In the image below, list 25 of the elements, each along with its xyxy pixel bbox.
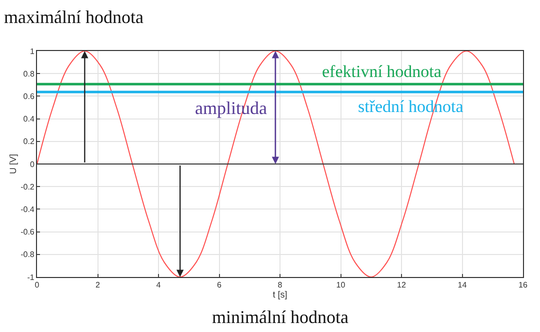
annotation: minimální hodnota	[212, 307, 348, 327]
ref-line-label: efektivní hodnota	[322, 62, 442, 81]
y-tick-label: -0.6	[20, 228, 35, 237]
y-tick-label: 0.6	[23, 92, 35, 101]
y-tick-label: 0.4	[23, 114, 35, 124]
x-tick-label: 12	[397, 280, 406, 290]
y-tick-label: 0	[30, 160, 35, 169]
x-tick-label: 14	[458, 280, 468, 290]
y-tick-label: 0.8	[23, 69, 35, 78]
y-tick-label: 0.2	[23, 137, 35, 146]
x-tick-label: 16	[518, 280, 528, 290]
x-tick-label: 10	[336, 280, 346, 290]
y-tick-label: 1	[30, 46, 35, 56]
x-tick-label: 4	[156, 280, 162, 290]
y-axis-title: U [V]	[8, 154, 18, 174]
y-tick-label: -0.4	[20, 205, 35, 214]
y-tick-label: -1	[27, 272, 35, 282]
line-series	[37, 51, 515, 277]
x-axis-title: t [s]	[272, 290, 288, 300]
annotation: maximální hodnota	[4, 7, 144, 27]
x-tick-label: 2	[96, 280, 101, 290]
x-tick-label: 6	[217, 280, 222, 290]
x-tick-label: 8	[278, 280, 283, 290]
y-tick-label: -0.8	[20, 250, 35, 260]
y-tick-label: -0.2	[20, 182, 35, 192]
